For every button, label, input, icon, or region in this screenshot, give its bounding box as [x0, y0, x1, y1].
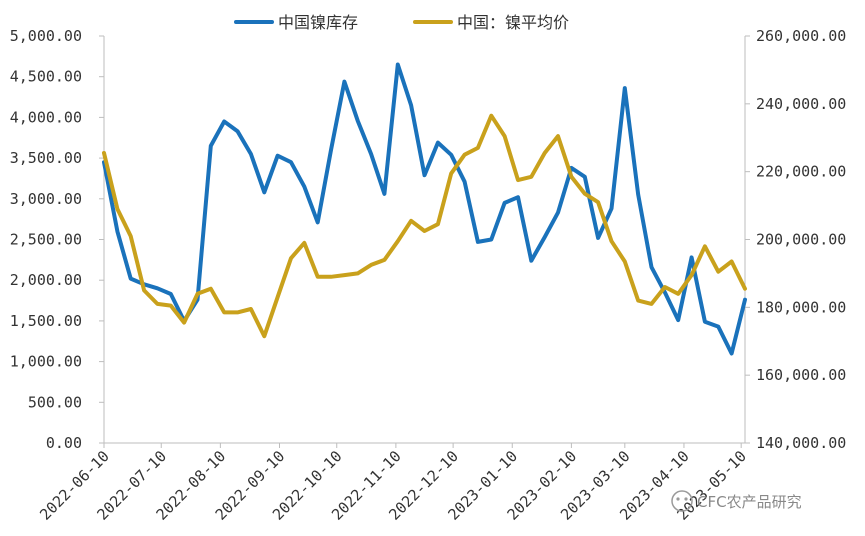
legend-label-price: 中国：镍平均价	[457, 13, 569, 32]
y-left-tick-label: 3,500.00	[10, 149, 82, 167]
y-right-tick-label: 200,000.00	[756, 231, 846, 249]
y-left-tick-label: 5,000.00	[10, 27, 82, 45]
y-right-tick-label: 260,000.00	[756, 27, 846, 45]
legend: 中国镍库存 中国：镍平均价	[234, 13, 569, 32]
y-left-tick-label: 3,000.00	[10, 190, 82, 208]
y-left-tick-label: 2,500.00	[10, 231, 82, 249]
tick-labels: 0.00 500.00 1,000.00 1,500.00 2,000.00 2,500.…	[10, 27, 847, 524]
y-right-tick-label: 140,000.00	[756, 434, 846, 452]
y-left-tick-label: 1,500.00	[10, 312, 82, 330]
y-left-tick-label: 1,000.00	[10, 353, 82, 371]
series-line-inventory	[102, 62, 747, 356]
legend-label-inventory: 中国镍库存	[278, 13, 358, 32]
y-left-tick-label: 500.00	[28, 393, 82, 411]
y-right-tick-label: 160,000.00	[756, 366, 846, 384]
y-right-tick-label: 240,000.00	[756, 95, 846, 113]
series-line-price	[102, 113, 747, 339]
y-right-tick-label: 220,000.00	[756, 163, 846, 181]
y-right-tick-label: 180,000.00	[756, 298, 846, 316]
y-left-tick-label: 0.00	[46, 434, 82, 452]
y-left-tick-label: 2,000.00	[10, 271, 82, 289]
wechat-icon-eye-right	[684, 497, 688, 501]
wechat-icon-eye-left	[676, 497, 680, 501]
watermark: CFC农产品研究	[671, 490, 802, 512]
y-left-tick-label: 4,000.00	[10, 108, 82, 126]
wechat-icon	[671, 490, 693, 512]
y-left-tick-label: 4,500.00	[10, 68, 82, 86]
series-lines	[102, 62, 747, 356]
axes	[99, 35, 750, 448]
watermark-text: CFC农产品研究	[697, 493, 802, 511]
